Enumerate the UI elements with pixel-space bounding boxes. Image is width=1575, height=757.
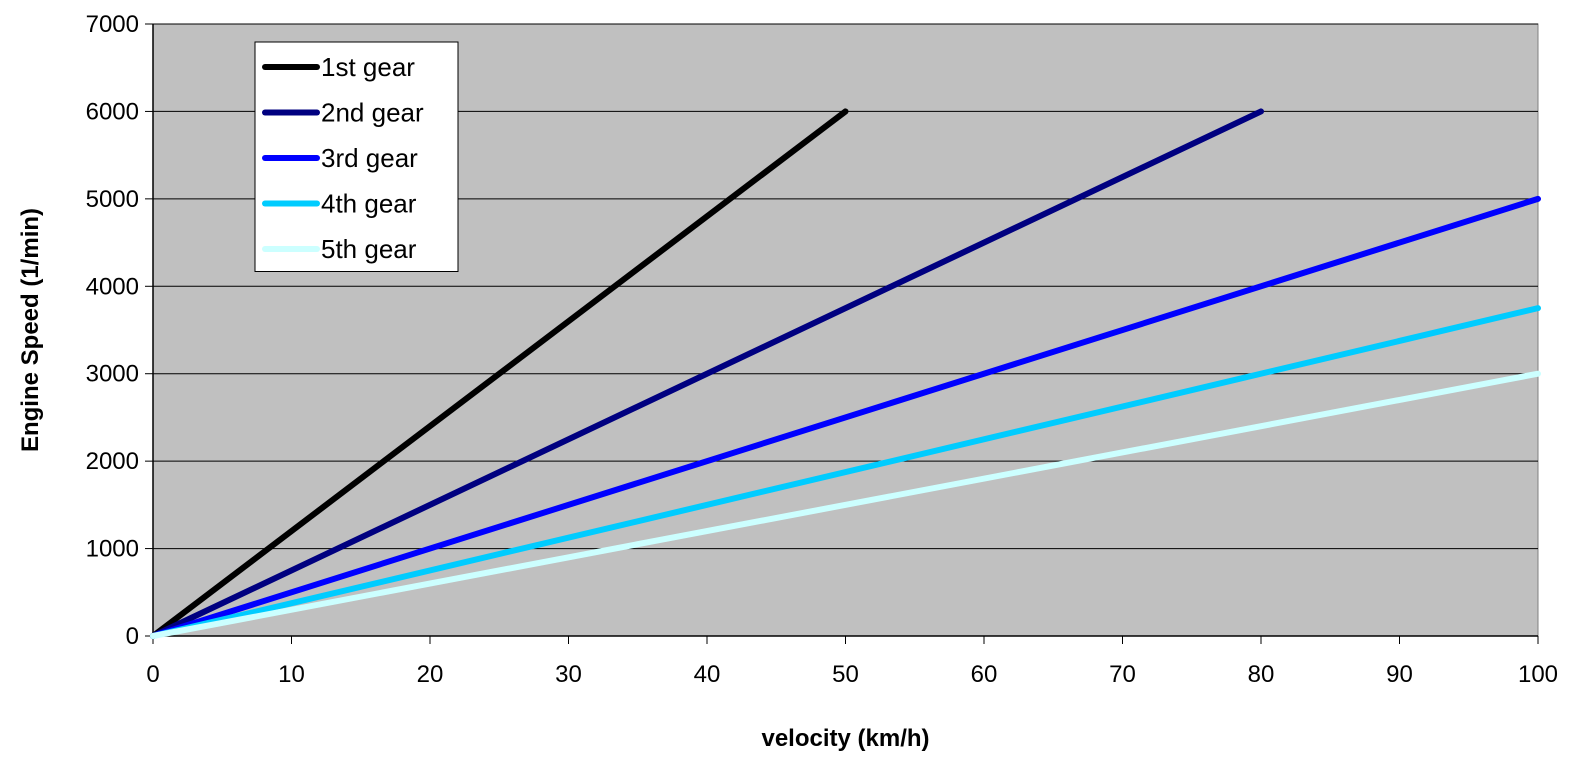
x-tick-label: 10 <box>278 661 305 688</box>
y-tick-label: 3000 <box>86 361 139 388</box>
series-line-2 <box>150 108 1264 639</box>
x-tick-label: 40 <box>694 661 721 688</box>
legend-label: 1st gear <box>321 52 415 82</box>
y-tick-label: 4000 <box>86 273 139 300</box>
legend-label: 4th gear <box>321 189 417 219</box>
series-line-1 <box>150 108 849 639</box>
legend-label: 5th gear <box>321 234 417 264</box>
x-tick-label: 70 <box>1109 661 1136 688</box>
x-axis-title: velocity (km/h) <box>761 725 929 752</box>
series-line-5 <box>150 370 1541 639</box>
x-tick-label: 0 <box>146 661 159 688</box>
legend-label: 3rd gear <box>321 143 418 173</box>
y-tick-label: 5000 <box>86 186 139 213</box>
y-axis-title: Engine Speed (1/min) <box>17 208 44 452</box>
y-tick-label: 1000 <box>86 536 139 563</box>
legend: 1st gear 2nd gear 3rd gear 4th gear 5th gear <box>254 41 459 272</box>
series-lines <box>150 108 1541 639</box>
x-tick-label: 20 <box>417 661 444 688</box>
y-tick-label: 6000 <box>86 98 139 125</box>
x-tick-label: 30 <box>555 661 582 688</box>
x-tick-label: 100 <box>1518 661 1558 688</box>
x-tick-label: 50 <box>832 661 859 688</box>
series-line-4 <box>150 305 1541 639</box>
series-line-3 <box>150 195 1541 639</box>
y-tick-label: 2000 <box>86 448 139 475</box>
y-tick-label: 0 <box>126 623 139 650</box>
legend-label: 2nd gear <box>321 98 424 128</box>
x-tick-label: 80 <box>1248 661 1275 688</box>
y-tick-label: 7000 <box>86 11 139 38</box>
axes: 0 1000 2000 3000 4000 5000 6000 7000 0 10 20 30 40 50… <box>86 11 1558 688</box>
x-tick-label: 90 <box>1386 661 1413 688</box>
x-tick-label: 60 <box>971 661 998 688</box>
